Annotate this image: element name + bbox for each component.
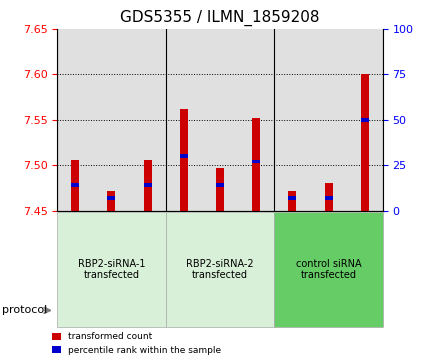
Bar bbox=[216, 183, 224, 187]
Bar bbox=[144, 183, 152, 187]
Bar bbox=[288, 191, 296, 211]
Bar bbox=[361, 118, 369, 122]
Bar bbox=[180, 109, 188, 211]
Text: control siRNA
transfected: control siRNA transfected bbox=[296, 259, 361, 280]
Bar bbox=[252, 118, 260, 211]
Text: RBP2-siRNA-2
transfected: RBP2-siRNA-2 transfected bbox=[186, 259, 254, 280]
Bar bbox=[107, 191, 115, 211]
Bar bbox=[144, 160, 152, 211]
Bar bbox=[325, 196, 333, 200]
Bar bbox=[71, 183, 79, 187]
Bar bbox=[361, 74, 369, 211]
Bar bbox=[252, 160, 260, 163]
Text: protocol: protocol bbox=[2, 305, 48, 315]
Bar bbox=[216, 168, 224, 211]
Bar bbox=[166, 29, 274, 211]
Text: RBP2-siRNA-1
transfected: RBP2-siRNA-1 transfected bbox=[78, 259, 145, 280]
Bar bbox=[325, 183, 333, 211]
Bar bbox=[71, 160, 79, 211]
Bar bbox=[274, 29, 383, 211]
Legend: transformed count, percentile rank within the sample: transformed count, percentile rank withi… bbox=[48, 329, 225, 359]
Bar bbox=[288, 196, 296, 200]
Bar bbox=[107, 196, 115, 200]
Bar bbox=[180, 154, 188, 158]
Title: GDS5355 / ILMN_1859208: GDS5355 / ILMN_1859208 bbox=[120, 10, 320, 26]
Bar bbox=[57, 29, 166, 211]
